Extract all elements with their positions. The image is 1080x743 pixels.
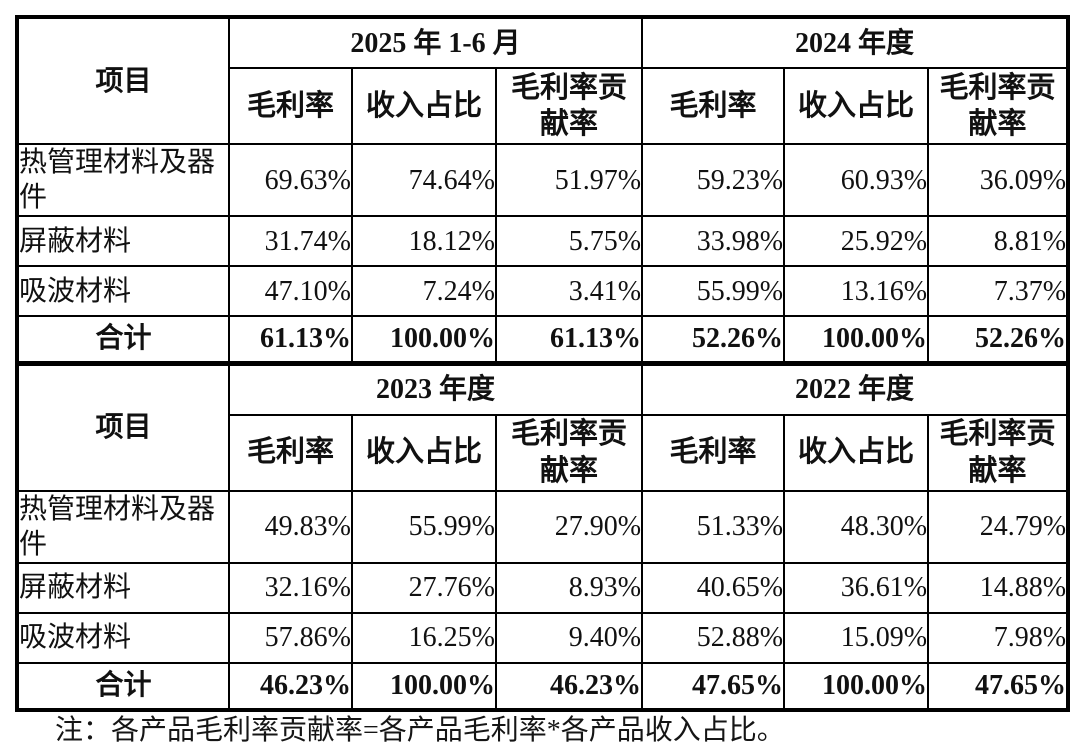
metric-header-revenue-share: 收入占比 [351, 67, 497, 145]
footnote: 注：各产品毛利率贡献率=各产品毛利率*各产品收入占比。 [55, 715, 785, 743]
metric-header-gross-margin: 毛利率 [228, 413, 353, 492]
total-cell: 61.13% [494, 315, 644, 366]
total-cell: 52.26% [641, 315, 786, 366]
metric-header-margin-contribution: 毛利率贡献率 [494, 413, 644, 492]
data-cell: 7.98% [927, 611, 1070, 664]
data-cell: 36.61% [783, 561, 930, 614]
data-cell: 69.63% [228, 143, 353, 217]
row-label: 热管理材料及器件 [16, 489, 230, 564]
data-cell: 55.99% [641, 265, 786, 317]
row-label: 屏蔽材料 [16, 561, 230, 614]
period-header-row: 项目 2025 年 1-6 月 2024 年度 [16, 16, 1070, 145]
data-cell: 52.88% [641, 611, 786, 664]
data-cell: 27.90% [494, 489, 644, 564]
data-cell: 24.79% [927, 489, 1070, 564]
period-header-2022: 2022 年度 [641, 362, 1070, 416]
gross-margin-table: 项目 2025 年 1-6 月 2024 年度 毛利率 收入占比 毛利率贡献率 … [15, 15, 1071, 712]
data-cell: 15.09% [783, 611, 930, 664]
period-header-2024: 2024 年度 [641, 16, 1070, 69]
table-row: 屏蔽材料 32.16% 27.76% 8.93% 40.65% 36.61% 1… [16, 561, 1070, 614]
metric-header-row: 毛利率 收入占比 毛利率贡献率 毛利率 收入占比 毛利率贡献率 [17, 413, 1070, 492]
data-cell: 7.37% [927, 265, 1070, 317]
data-cell: 57.86% [228, 611, 353, 664]
row-label: 屏蔽材料 [16, 215, 230, 267]
total-cell: 52.26% [927, 315, 1070, 366]
metric-header-revenue-share: 收入占比 [783, 413, 930, 492]
row-label: 吸波材料 [16, 611, 230, 664]
data-cell: 25.92% [783, 215, 930, 267]
total-cell: 100.00% [783, 661, 930, 711]
total-row-label: 合计 [16, 661, 230, 711]
data-cell: 48.30% [783, 489, 930, 564]
metric-header-margin-contribution: 毛利率贡献率 [927, 67, 1070, 145]
data-cell: 51.97% [494, 143, 644, 217]
data-cell: 32.16% [228, 561, 353, 614]
metric-header-gross-margin: 毛利率 [641, 413, 786, 492]
data-cell: 40.65% [641, 561, 786, 614]
total-cell: 46.23% [228, 661, 353, 711]
data-cell: 59.23% [641, 143, 786, 217]
row-label: 吸波材料 [16, 265, 230, 317]
item-header: 项目 [16, 16, 230, 145]
data-cell: 8.93% [494, 561, 644, 614]
data-cell: 16.25% [351, 611, 497, 664]
metric-header-revenue-share: 收入占比 [783, 67, 930, 145]
data-cell: 18.12% [351, 215, 497, 267]
total-cell: 100.00% [351, 315, 497, 366]
data-cell: 27.76% [351, 561, 497, 614]
data-cell: 31.74% [228, 215, 353, 267]
data-cell: 3.41% [494, 265, 644, 317]
total-cell: 100.00% [351, 661, 497, 711]
period-header-2025h1: 2025 年 1-6 月 [227, 16, 644, 69]
data-cell: 5.75% [494, 215, 644, 267]
total-row-label: 合计 [16, 315, 230, 366]
metric-header-margin-contribution: 毛利率贡献率 [494, 67, 644, 145]
data-cell: 8.81% [927, 215, 1070, 267]
data-cell: 14.88% [927, 561, 1070, 614]
total-row: 合计 46.23% 100.00% 46.23% 47.65% 100.00% … [16, 661, 1070, 711]
total-cell: 100.00% [783, 315, 930, 366]
row-label: 热管理材料及器件 [16, 143, 230, 217]
data-cell: 74.64% [351, 143, 497, 217]
table-row: 热管理材料及器件 49.83% 55.99% 27.90% 51.33% 48.… [16, 489, 1070, 564]
period-header-row: 项目 2023 年度 2022 年度 [16, 362, 1070, 492]
data-cell: 60.93% [783, 143, 930, 217]
data-cell: 55.99% [351, 489, 497, 564]
data-cell: 7.24% [351, 265, 497, 317]
table-row: 热管理材料及器件 69.63% 74.64% 51.97% 59.23% 60.… [16, 143, 1070, 217]
metric-header-margin-contribution: 毛利率贡献率 [927, 413, 1070, 492]
table-row: 吸波材料 47.10% 7.24% 3.41% 55.99% 13.16% 7.… [16, 265, 1070, 317]
metric-header-row: 毛利率 收入占比 毛利率贡献率 毛利率 收入占比 毛利率贡献率 [17, 67, 1070, 145]
metric-header-gross-margin: 毛利率 [641, 67, 786, 145]
total-cell: 46.23% [494, 661, 644, 711]
period-header-2023: 2023 年度 [227, 362, 644, 416]
item-header: 项目 [16, 362, 230, 492]
table-row: 吸波材料 57.86% 16.25% 9.40% 52.88% 15.09% 7… [16, 611, 1070, 664]
total-cell: 61.13% [228, 315, 353, 366]
data-cell: 51.33% [641, 489, 786, 564]
data-cell: 49.83% [228, 489, 353, 564]
data-cell: 13.16% [783, 265, 930, 317]
data-cell: 36.09% [927, 143, 1070, 217]
data-cell: 47.10% [228, 265, 353, 317]
table-row: 屏蔽材料 31.74% 18.12% 5.75% 33.98% 25.92% 8… [16, 215, 1070, 267]
total-cell: 47.65% [927, 661, 1070, 711]
data-cell: 9.40% [494, 611, 644, 664]
metric-header-revenue-share: 收入占比 [351, 413, 497, 492]
metric-header-gross-margin: 毛利率 [228, 67, 353, 145]
total-row: 合计 61.13% 100.00% 61.13% 52.26% 100.00% … [16, 315, 1070, 366]
data-cell: 33.98% [641, 215, 786, 267]
total-cell: 47.65% [641, 661, 786, 711]
